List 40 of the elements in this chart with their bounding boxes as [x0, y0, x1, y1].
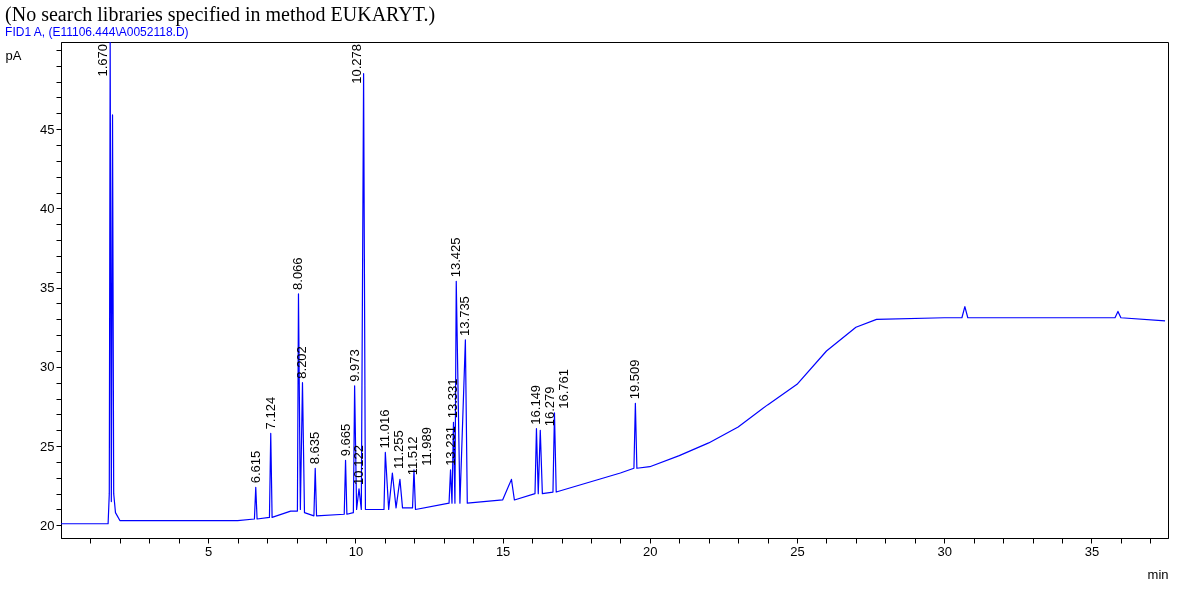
annotation: 16.149 — [528, 384, 544, 425]
x-tick-label: 35 — [1084, 543, 1100, 559]
annotation: 9.973 — [346, 349, 362, 382]
y-tick-label: 20 — [40, 517, 55, 533]
annotation: 8.066 — [290, 257, 306, 290]
annotation: 13.331 — [445, 378, 461, 419]
annotation: 1.670 — [95, 44, 111, 77]
annotation: 7.124 — [262, 396, 278, 430]
chart-title: (No search libraries specified in method EUKARYT.) — [5, 3, 436, 26]
y-tick-label: 30 — [40, 359, 55, 375]
annotation: 19.509 — [627, 359, 643, 400]
y-tick-label: 40 — [40, 200, 55, 216]
annotation: 10.278 — [348, 44, 364, 84]
annotation: 8.202 — [294, 346, 310, 379]
annotation: 11.512 — [404, 436, 420, 476]
y-tick-label: 25 — [40, 438, 55, 454]
annotation: 11.016 — [377, 409, 393, 449]
line-series — [61, 42, 1166, 525]
annotation: 13.735 — [457, 296, 473, 336]
annotation: 11.989 — [418, 427, 434, 466]
annotation: 16.761 — [556, 369, 572, 409]
x-tick-label: 30 — [937, 543, 952, 559]
annotation: 10.122 — [351, 445, 367, 485]
x-tick-label: 25 — [790, 543, 805, 559]
y-tick-label: 45 — [40, 121, 55, 137]
annotation: 13.425 — [448, 237, 464, 278]
y-tick-label: 35 — [40, 280, 55, 296]
x-tick-label: 10 — [348, 543, 364, 559]
x-axis-title: min — [1147, 566, 1169, 582]
x-tick-label: 5 — [205, 543, 213, 559]
x-tick-label: 15 — [495, 543, 511, 559]
y-axis-title: pA — [5, 47, 22, 63]
chart-subtitle: FID1 A, (E11106.444\A0052118.D) — [5, 25, 189, 39]
annotation: 11.255 — [391, 430, 407, 470]
annotation: 13.231 — [442, 426, 458, 466]
annotation: 9.665 — [337, 423, 353, 457]
x-tick-label: 20 — [643, 543, 658, 559]
annotation: 16.279 — [542, 386, 558, 427]
annotation: 6.615 — [247, 450, 263, 484]
annotation: 8.635 — [307, 431, 323, 465]
